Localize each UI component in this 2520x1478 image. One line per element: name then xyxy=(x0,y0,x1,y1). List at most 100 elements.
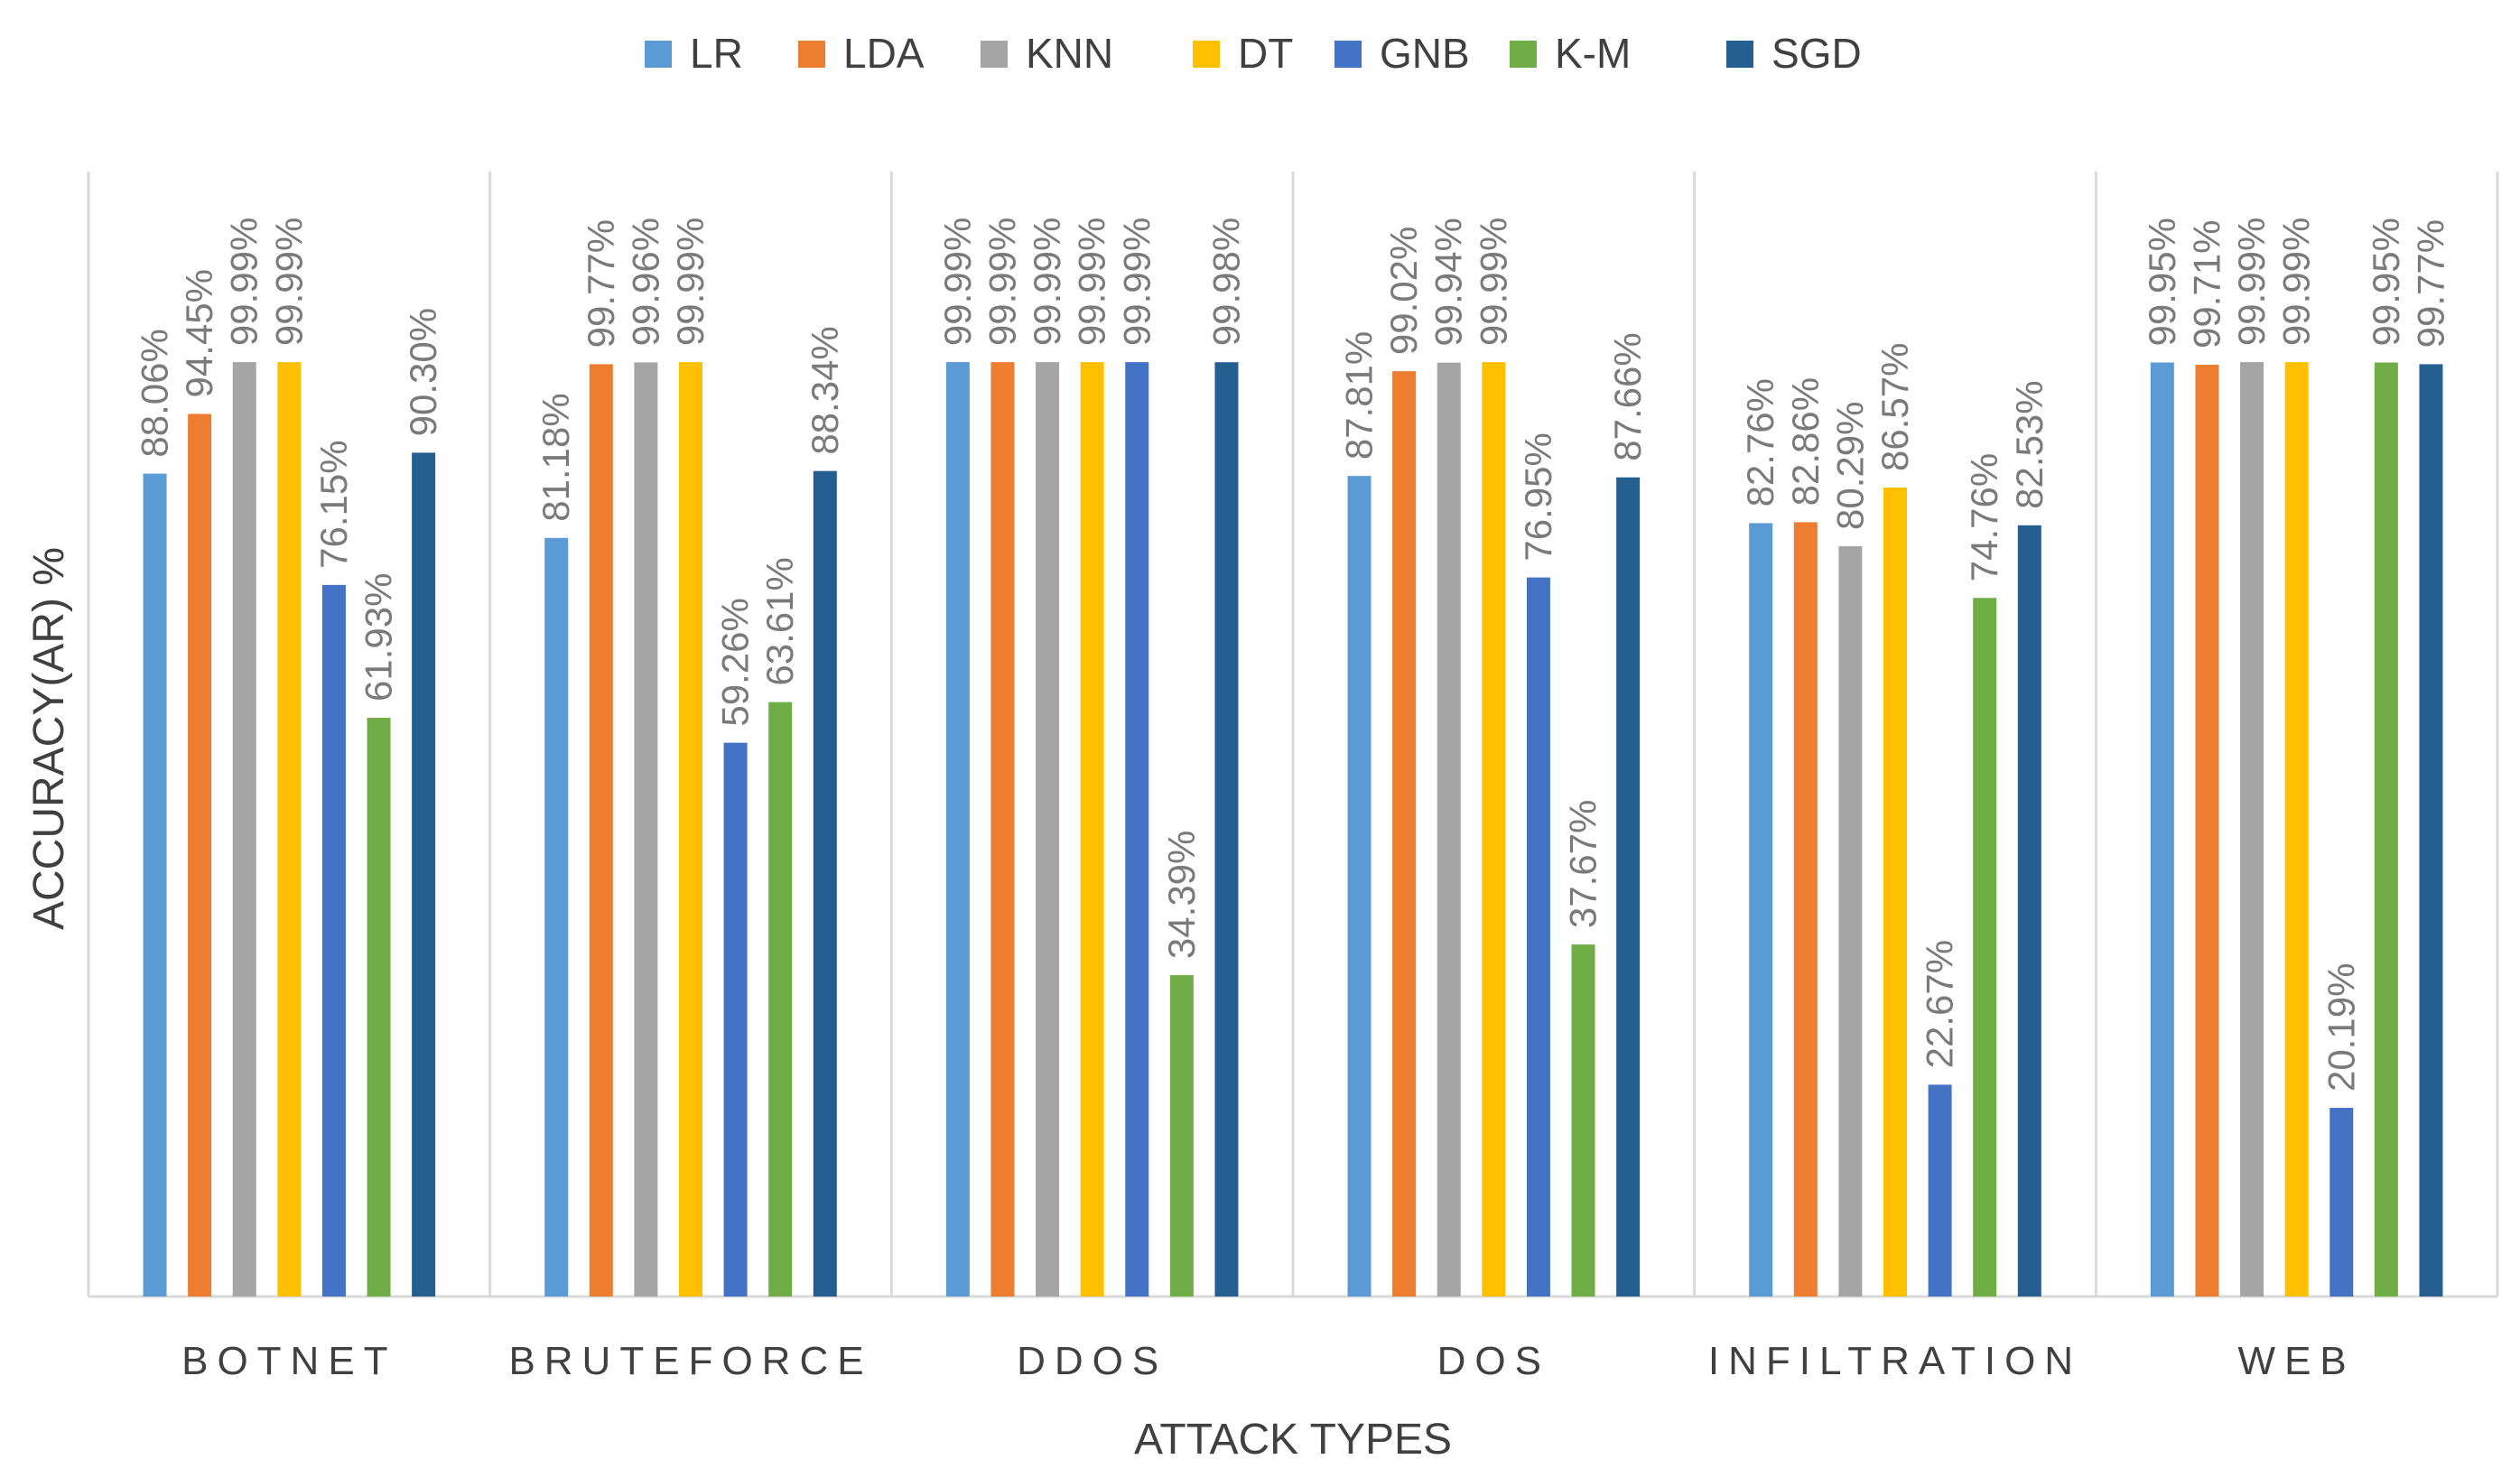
bar-web-knn xyxy=(2240,362,2264,1297)
y-axis-title: ACCURACY(AR) % xyxy=(25,547,73,930)
bars xyxy=(143,362,2443,1297)
data-label-bruteforce-gnb: 59.26% xyxy=(714,598,757,726)
legend-swatch-knn xyxy=(981,41,1008,68)
legend-label-lda: LDA xyxy=(843,30,925,77)
bar-botnet-lr xyxy=(143,473,167,1297)
data-labels: 88.06% 94.45% 99.99% 99.99%76.15%61.93%90.3… xyxy=(134,218,2452,1092)
data-label-dos-lda: 99.02% xyxy=(1382,227,1425,355)
data-label-ddos-k-m: 34.39% xyxy=(1160,831,1203,959)
legend-label-k-m: K-M xyxy=(1555,30,1631,77)
x-axis-title: ATTACK TYPES xyxy=(1134,1416,1452,1464)
bar-bruteforce-lda xyxy=(589,364,613,1297)
legend-swatch-lr xyxy=(645,41,672,68)
bar-infiltration-knn xyxy=(1838,545,1863,1297)
bar-infiltration-sgd xyxy=(2017,525,2041,1297)
data-label-bruteforce-k-m: 63.61% xyxy=(758,557,801,685)
bar-web-dt xyxy=(2284,362,2309,1297)
bar-dos-gnb xyxy=(1526,577,1550,1297)
data-label-botnet-knn: 99.99% xyxy=(223,218,265,346)
bar-dos-lr xyxy=(1347,476,1372,1297)
legend-swatch-k-m xyxy=(1510,41,1537,68)
data-label-botnet-k-m: 61.93% xyxy=(358,573,400,702)
bar-ddos-k-m xyxy=(1169,975,1194,1297)
bar-botnet-knn xyxy=(232,362,256,1297)
bar-bruteforce-lr xyxy=(544,537,569,1297)
bar-ddos-dt xyxy=(1080,362,1104,1297)
category-dividers xyxy=(87,172,2499,1298)
bar-bruteforce-k-m xyxy=(768,702,793,1297)
data-label-infiltration-lr: 82.76% xyxy=(1739,378,1781,507)
data-label-botnet-lr: 88.06% xyxy=(134,329,176,457)
data-label-dos-knn: 99.94% xyxy=(1427,218,1470,346)
data-label-infiltration-gnb: 22.67% xyxy=(1919,940,1961,1068)
legend-label-dt: DT xyxy=(1238,30,1293,77)
bar-bruteforce-knn xyxy=(634,362,658,1297)
bar-ddos-sgd xyxy=(1214,362,1239,1297)
data-label-dos-k-m: 37.67% xyxy=(1562,800,1604,928)
data-label-bruteforce-lda: 99.77% xyxy=(580,219,622,348)
bar-web-gnb xyxy=(2329,1108,2354,1297)
x-tick-label-web: WEB xyxy=(2238,1339,2356,1383)
x-axis: BOTNET BRUTEFORCE DDOS DOS INFILTRATION WEB xyxy=(181,1339,2356,1383)
bar-infiltration-lr xyxy=(1749,523,1773,1297)
bar-ddos-gnb xyxy=(1125,362,1149,1297)
data-label-infiltration-knn: 80.29% xyxy=(1828,402,1871,530)
data-label-ddos-sgd: 99.98% xyxy=(1204,218,1247,346)
data-label-web-sgd: 99.77% xyxy=(2409,219,2451,348)
bar-web-sgd xyxy=(2419,364,2443,1297)
data-label-ddos-lr: 99.99% xyxy=(936,218,979,346)
bar-web-lr xyxy=(2150,362,2174,1297)
data-label-dos-dt: 99.99% xyxy=(1472,218,1514,346)
legend-swatch-sgd xyxy=(1726,41,1753,68)
x-tick-label-infiltration: INFILTRATION xyxy=(1708,1339,2082,1383)
legend-label-lr: LR xyxy=(690,30,743,77)
data-label-infiltration-sgd: 82.53% xyxy=(2008,380,2050,508)
bar-ddos-knn xyxy=(1036,362,1060,1297)
data-label-ddos-gnb: 99.99% xyxy=(1115,218,1158,346)
bar-dos-sgd xyxy=(1616,477,1641,1297)
data-label-web-k-m: 99.95% xyxy=(2365,218,2407,346)
data-label-botnet-lda: 94.45% xyxy=(178,269,220,397)
bar-botnet-lda xyxy=(188,414,212,1297)
bar-bruteforce-dt xyxy=(679,362,702,1297)
bar-botnet-k-m xyxy=(367,718,391,1297)
bar-bruteforce-sgd xyxy=(813,470,837,1297)
x-tick-label-ddos: DDOS xyxy=(1017,1339,1167,1383)
data-label-dos-lr: 87.81% xyxy=(1338,331,1381,460)
data-label-web-lr: 99.95% xyxy=(2141,218,2183,346)
data-label-bruteforce-sgd: 88.34% xyxy=(804,326,846,454)
legend: LR LDA KNN DT GNB K-M SGD xyxy=(645,30,1862,77)
bar-web-lda xyxy=(2195,365,2219,1297)
bar-ddos-lda xyxy=(990,362,1015,1297)
bar-web-k-m xyxy=(2374,362,2398,1297)
legend-label-knn: KNN xyxy=(1026,30,1113,77)
bar-dos-k-m xyxy=(1571,944,1595,1297)
data-label-dos-gnb: 76.95% xyxy=(1517,432,1559,561)
data-label-ddos-dt: 99.99% xyxy=(1071,218,1113,346)
legend-swatch-lda xyxy=(798,41,825,68)
data-label-bruteforce-dt: 99.99% xyxy=(669,218,711,346)
x-tick-label-botnet: BOTNET xyxy=(181,1339,396,1383)
data-label-infiltration-k-m: 74.76% xyxy=(1963,453,2005,581)
legend-swatch-dt xyxy=(1193,41,1220,68)
data-label-ddos-lda: 99.99% xyxy=(981,218,1023,346)
bar-dos-knn xyxy=(1437,362,1461,1297)
legend-label-gnb: GNB xyxy=(1380,30,1470,77)
bar-bruteforce-gnb xyxy=(723,742,748,1297)
bar-dos-lda xyxy=(1392,371,1417,1297)
data-label-infiltration-lda: 82.86% xyxy=(1784,377,1827,506)
data-label-botnet-dt: 99.99% xyxy=(267,218,310,346)
data-label-ddos-knn: 99.99% xyxy=(1026,218,1068,346)
data-label-web-lda: 99.71% xyxy=(2185,220,2227,349)
data-label-infiltration-dt: 86.57% xyxy=(1874,343,1916,471)
x-tick-label-bruteforce: BRUTEFORCE xyxy=(508,1339,872,1383)
bar-botnet-dt xyxy=(277,362,302,1297)
bar-ddos-lr xyxy=(945,362,970,1297)
bar-infiltration-k-m xyxy=(1973,598,1997,1297)
data-label-dos-sgd: 87.66% xyxy=(1606,332,1649,460)
bar-infiltration-gnb xyxy=(1928,1084,1952,1297)
bar-botnet-gnb xyxy=(321,584,346,1297)
legend-label-sgd: SGD xyxy=(1771,30,1862,77)
bar-infiltration-lda xyxy=(1793,522,1818,1297)
data-label-web-dt: 99.99% xyxy=(2275,218,2318,346)
